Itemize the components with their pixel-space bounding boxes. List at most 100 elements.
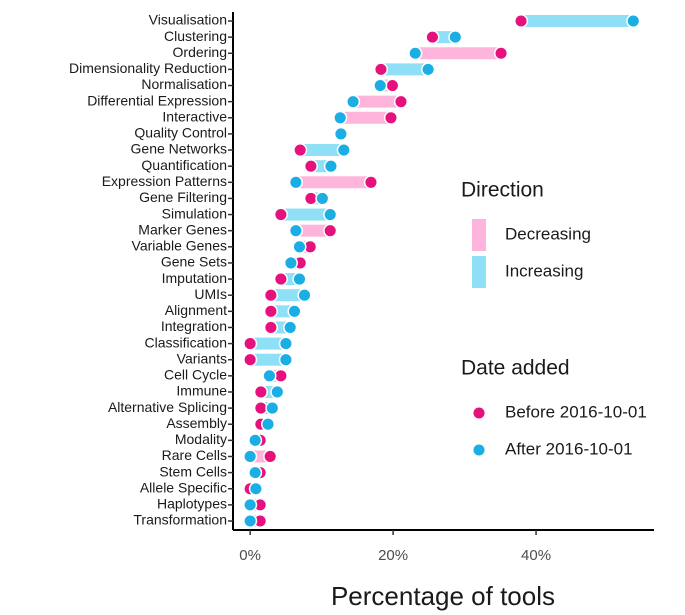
segment — [380, 63, 429, 76]
segment — [415, 47, 502, 60]
segment — [340, 111, 391, 124]
dot — [323, 223, 338, 238]
y-tick-label: Dimensionality Reduction — [69, 60, 227, 76]
legend-title: Direction — [461, 179, 544, 202]
dot — [248, 481, 263, 496]
segment — [280, 208, 331, 221]
y-tick-label: Haplotypes — [157, 496, 227, 512]
y-tick-label: Classification — [145, 334, 227, 350]
dot — [243, 449, 258, 464]
dot — [288, 175, 303, 190]
y-tick-label: Allele Specific — [140, 479, 227, 495]
legend-dot — [471, 405, 487, 421]
x-axis-title: Percentage of tools — [331, 581, 555, 611]
dot — [393, 94, 409, 109]
y-tick-label: Gene Filtering — [139, 189, 227, 205]
y-tick-label: Modality — [175, 431, 227, 447]
y-tick-label: Alignment — [165, 302, 227, 318]
dot — [425, 30, 440, 45]
dot — [278, 336, 293, 351]
dot — [408, 46, 423, 61]
dot — [278, 352, 293, 367]
dot — [243, 497, 258, 512]
dot — [263, 320, 278, 335]
dot — [273, 272, 288, 287]
y-tick-label: Quality Control — [134, 125, 227, 141]
segment — [270, 289, 305, 302]
y-tick-label: Rare Cells — [162, 447, 227, 463]
y-tick-label: Gene Networks — [131, 141, 227, 157]
x-tick-label: 40% — [521, 547, 551, 564]
y-tick-label: Transformation — [133, 512, 227, 528]
y-tick-label: Imputation — [162, 270, 227, 286]
dot — [323, 207, 338, 222]
dot — [253, 384, 268, 400]
dot — [263, 449, 278, 464]
y-tick-label: Cell Cycle — [164, 367, 227, 383]
dot — [303, 159, 318, 174]
dot — [243, 352, 258, 367]
y-tick-label: Variants — [177, 350, 227, 366]
y-tick-label: Gene Sets — [161, 254, 227, 270]
segment — [295, 176, 371, 189]
dot — [248, 433, 263, 448]
legend-label: Decreasing — [505, 224, 591, 243]
segment — [295, 224, 331, 237]
dot — [248, 465, 263, 480]
dot — [262, 368, 277, 383]
y-tick-label: Variable Genes — [132, 238, 227, 254]
dot — [283, 255, 298, 270]
dot — [323, 159, 338, 174]
dot — [373, 62, 389, 77]
y-tick-label: Alternative Splicing — [108, 399, 227, 415]
legend-swatch — [472, 256, 486, 288]
dot — [263, 304, 278, 319]
segment — [300, 144, 344, 157]
dot — [373, 78, 388, 93]
dot — [493, 46, 509, 61]
y-tick-label: Clustering — [164, 28, 227, 44]
dot — [383, 110, 399, 125]
dot — [336, 142, 351, 158]
x-tick-label: 0% — [239, 547, 261, 564]
dot — [626, 13, 641, 29]
dot — [333, 126, 348, 141]
y-tick-label: Normalisation — [141, 76, 227, 92]
y-tick-label: Stem Cells — [159, 463, 227, 479]
x-tick-label: 20% — [378, 547, 408, 564]
y-tick-label: Marker Genes — [138, 221, 227, 237]
dot — [292, 272, 307, 287]
segment — [521, 15, 634, 27]
dot — [263, 288, 278, 303]
legend-label: Before 2016-10-01 — [505, 402, 647, 421]
dot — [514, 13, 529, 29]
dot — [297, 288, 312, 303]
dot — [363, 175, 379, 190]
dot — [293, 142, 308, 158]
y-tick-label: Visualisation — [149, 12, 227, 28]
legend-dot — [471, 442, 487, 458]
y-tick-label: Integration — [161, 318, 227, 334]
dot — [243, 513, 258, 529]
dot — [292, 239, 307, 254]
segment — [353, 95, 401, 108]
y-tick-label: UMIs — [194, 286, 227, 302]
dot — [346, 94, 361, 109]
dot — [265, 401, 280, 416]
segment — [250, 353, 286, 366]
dot — [243, 336, 258, 351]
dot — [385, 78, 400, 93]
dot — [333, 110, 348, 125]
dot — [287, 304, 302, 319]
dot — [315, 191, 330, 206]
y-tick-label: Differential Expression — [87, 92, 227, 108]
dot — [448, 30, 463, 45]
y-tick-label: Simulation — [162, 205, 227, 221]
dot — [273, 207, 288, 222]
y-tick-label: Expression Patterns — [102, 173, 227, 189]
legend-label: Increasing — [505, 261, 583, 280]
dot — [288, 223, 303, 238]
y-tick-label: Interactive — [162, 108, 227, 124]
y-tick-label: Ordering — [173, 44, 227, 60]
